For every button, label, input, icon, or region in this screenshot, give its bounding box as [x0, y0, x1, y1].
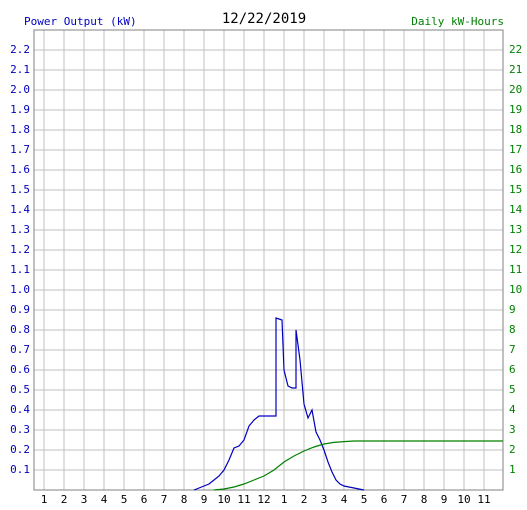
y-tick-label: 0.7 — [10, 343, 30, 356]
y2-tick-label: 15 — [509, 183, 522, 196]
y-tick-label: 0.9 — [10, 303, 30, 316]
y-tick-label: 0.6 — [10, 363, 30, 376]
y2-axis-label: Daily kW-Hours — [411, 15, 504, 28]
y-tick-label: 1.2 — [10, 243, 30, 256]
y-tick-label: 1.5 — [10, 183, 30, 196]
y-tick-label: 2.1 — [10, 63, 30, 76]
x-tick-label: 2 — [301, 493, 308, 506]
y-tick-label: 1.4 — [10, 203, 30, 216]
y2-tick-label: 4 — [509, 403, 516, 416]
x-tick-label: 5 — [361, 493, 368, 506]
y2-tick-label: 20 — [509, 83, 522, 96]
y-tick-label: 0.4 — [10, 403, 30, 416]
x-tick-label: 12 — [257, 493, 270, 506]
x-tick-label: 4 — [101, 493, 108, 506]
y2-tick-label: 12 — [509, 243, 522, 256]
y2-tick-label: 7 — [509, 343, 516, 356]
x-tick-label: 9 — [441, 493, 448, 506]
y-tick-label: 2.0 — [10, 83, 30, 96]
y2-tick-label: 19 — [509, 103, 522, 116]
x-tick-label: 6 — [381, 493, 388, 506]
y-tick-label: 1.9 — [10, 103, 30, 116]
y2-tick-label: 10 — [509, 283, 522, 296]
x-tick-label: 8 — [421, 493, 428, 506]
data-line — [193, 317, 365, 491]
y-tick-label: 0.1 — [10, 463, 30, 476]
x-tick-label: 1 — [281, 493, 288, 506]
x-tick-label: 7 — [161, 493, 168, 506]
y2-tick-label: 3 — [509, 423, 516, 436]
x-tick-label: 10 — [457, 493, 470, 506]
y2-tick-label: 17 — [509, 143, 522, 156]
y-tick-label: 1.6 — [10, 163, 30, 176]
y2-tick-label: 22 — [509, 43, 522, 56]
x-tick-label: 7 — [401, 493, 408, 506]
x-tick-label: 10 — [217, 493, 230, 506]
chart-title: 12/22/2019 — [222, 11, 306, 27]
x-tick-label: 2 — [61, 493, 68, 506]
x-tick-label: 11 — [237, 493, 250, 506]
y2-tick-label: 18 — [509, 123, 522, 136]
data-line — [213, 440, 503, 491]
y-tick-label: 1.0 — [10, 283, 30, 296]
x-tick-label: 3 — [321, 493, 328, 506]
y2-tick-label: 2 — [509, 443, 516, 456]
y-tick-label: 0.5 — [10, 383, 30, 396]
y-tick-label: 1.7 — [10, 143, 30, 156]
y2-tick-label: 13 — [509, 223, 522, 236]
y2-tick-label: 5 — [509, 383, 516, 396]
x-tick-label: 3 — [81, 493, 88, 506]
y-tick-label: 0.8 — [10, 323, 30, 336]
y-tick-label: 1.8 — [10, 123, 30, 136]
x-tick-label: 11 — [477, 493, 490, 506]
y2-tick-label: 6 — [509, 363, 516, 376]
y-tick-label: 2.2 — [10, 43, 30, 56]
y-tick-label: 0.2 — [10, 443, 30, 456]
y2-tick-label: 14 — [509, 203, 523, 216]
y2-tick-label: 9 — [509, 303, 516, 316]
plot-border — [33, 29, 504, 491]
x-tick-label: 8 — [181, 493, 188, 506]
y-tick-label: 1.1 — [10, 263, 30, 276]
x-tick-label: 5 — [121, 493, 128, 506]
y2-tick-label: 8 — [509, 323, 516, 336]
y-tick-label: 0.3 — [10, 423, 30, 436]
x-tick-label: 1 — [41, 493, 48, 506]
x-tick-label: 9 — [201, 493, 208, 506]
y-axis-label: Power Output (kW) — [24, 15, 137, 28]
x-tick-label: 4 — [341, 493, 348, 506]
y2-tick-label: 11 — [509, 263, 522, 276]
y2-tick-label: 16 — [509, 163, 522, 176]
x-tick-label: 6 — [141, 493, 148, 506]
y-tick-label: 1.3 — [10, 223, 30, 236]
y2-tick-label: 1 — [509, 463, 516, 476]
y2-tick-label: 21 — [509, 63, 522, 76]
